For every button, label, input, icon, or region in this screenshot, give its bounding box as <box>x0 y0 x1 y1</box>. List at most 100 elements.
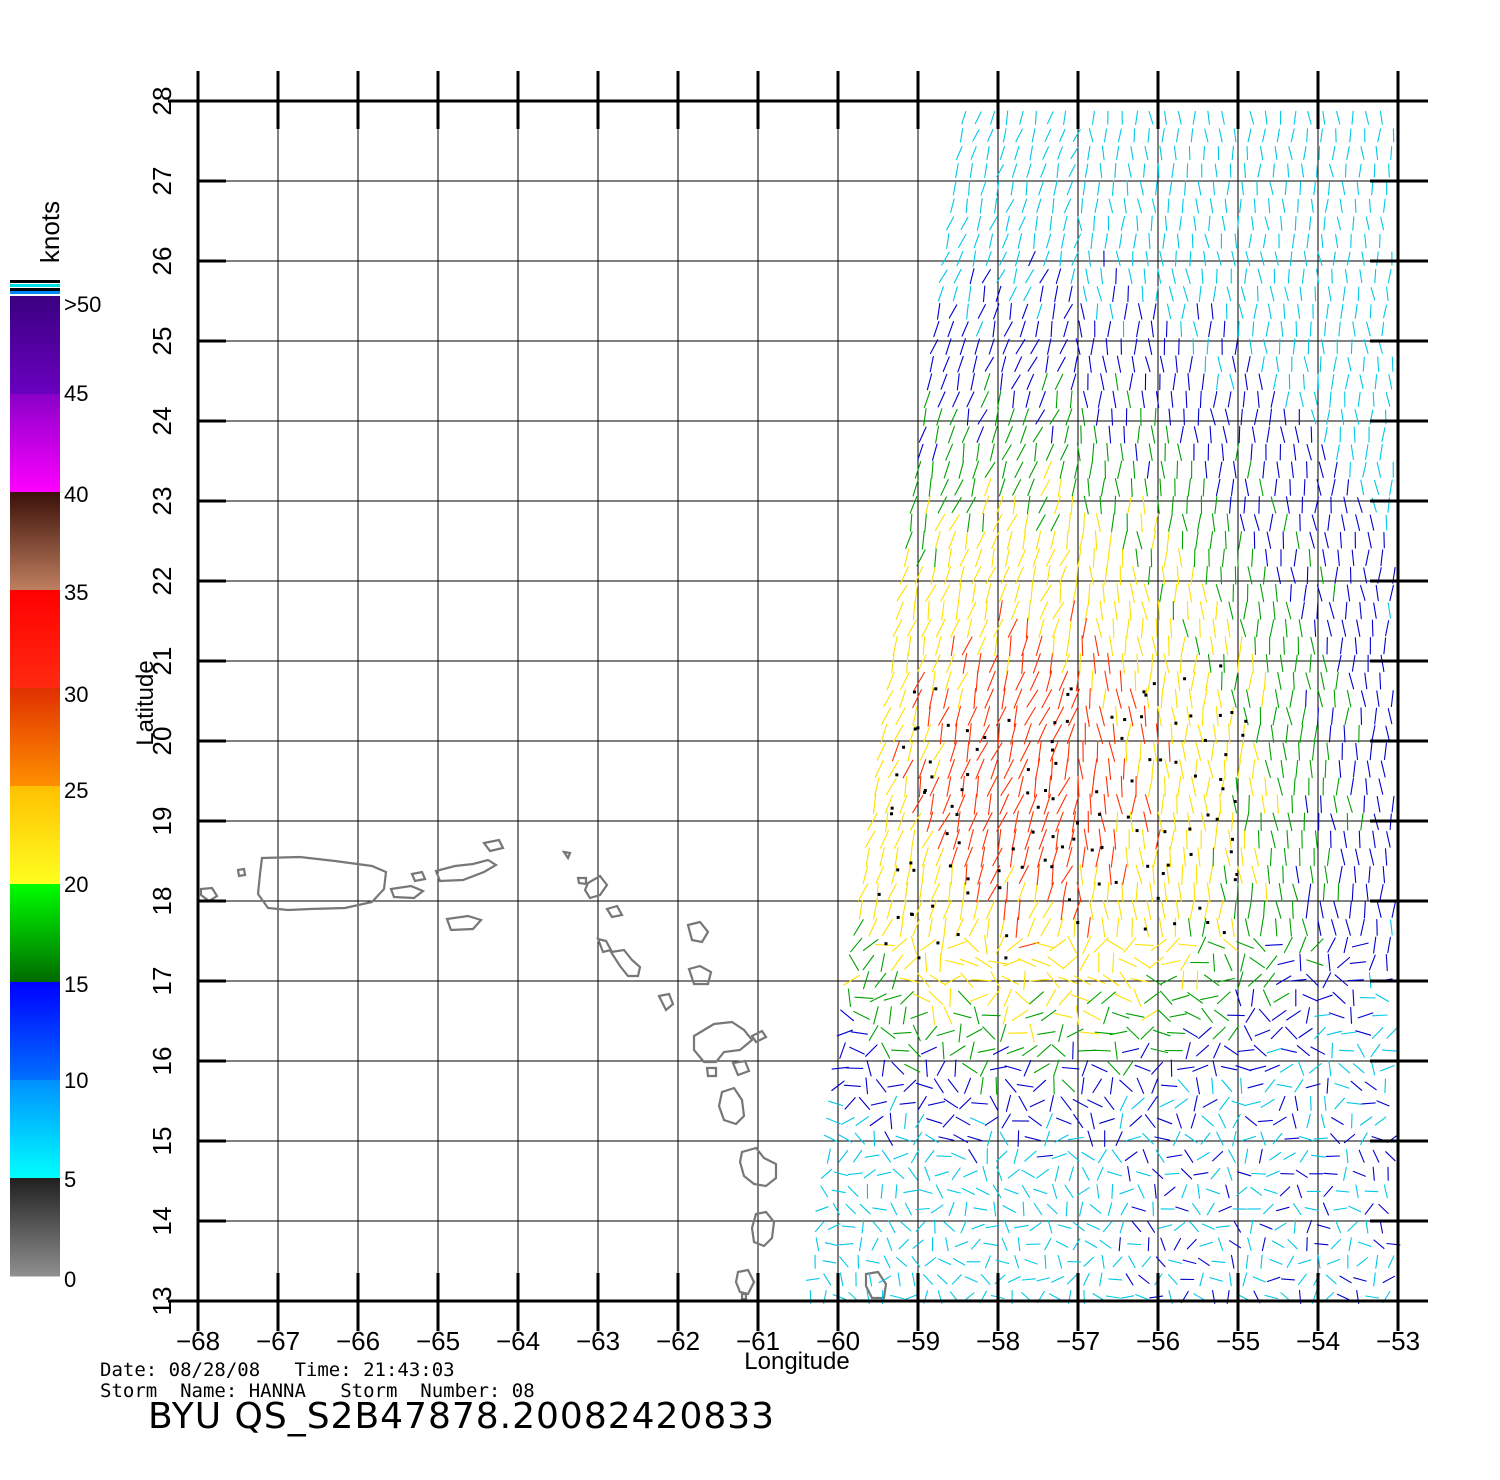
wind-vector <box>1193 1095 1198 1112</box>
island-st-kitts <box>596 937 613 954</box>
legend-band <box>10 394 60 493</box>
wind-vector <box>917 1188 933 1194</box>
legend-band <box>10 1178 60 1277</box>
wind-vector <box>1375 145 1379 161</box>
wind-vector <box>1299 391 1304 408</box>
wind-vector <box>1243 601 1248 620</box>
wind-vector <box>1383 304 1388 319</box>
wind-vector <box>1063 110 1067 125</box>
wind-vector <box>912 795 924 814</box>
wind-vector <box>1145 250 1149 267</box>
wind-vector <box>948 530 956 550</box>
wind-vector <box>1039 269 1049 284</box>
wind-vector <box>924 513 927 533</box>
wind-vector <box>955 146 963 160</box>
wind-vector <box>929 974 947 986</box>
wind-vector <box>1163 653 1170 674</box>
wind-vector <box>1237 321 1240 337</box>
wind-vector <box>1155 723 1159 745</box>
wind-vector <box>1262 128 1266 143</box>
wind-vector <box>1119 1113 1124 1129</box>
wind-vector <box>1073 1113 1084 1129</box>
wind-vector <box>925 1134 939 1144</box>
wind-vector <box>881 918 893 936</box>
wind-vector <box>1032 1079 1047 1092</box>
wind-vector <box>1066 846 1073 868</box>
wind-vector <box>1136 758 1141 780</box>
wind-vector <box>1311 514 1318 531</box>
wind-vector <box>1092 547 1095 568</box>
wind-vector <box>951 497 962 513</box>
wind-vector <box>1037 1031 1056 1035</box>
wind-vector <box>1003 321 1013 337</box>
lat-tick-label: 24 <box>147 407 177 436</box>
wind-vector <box>1120 216 1126 231</box>
wind-vector <box>1344 707 1350 726</box>
wind-vector <box>1118 958 1137 967</box>
wind-vector <box>1072 1221 1085 1232</box>
wind-vector <box>1355 1184 1359 1199</box>
wind-vector <box>1008 740 1014 763</box>
lat-tick-label: 23 <box>147 487 177 516</box>
wind-vector <box>1103 793 1107 815</box>
wind-vector <box>974 111 982 125</box>
wind-vector <box>951 1152 966 1160</box>
wind-vector <box>1011 374 1021 390</box>
wind-vector <box>974 956 993 969</box>
wind-vector <box>939 723 943 745</box>
wind-vector <box>843 1084 861 1087</box>
wind-vector <box>1160 794 1165 815</box>
wind-vector <box>977 636 987 656</box>
rain-flag <box>931 904 935 908</box>
wind-vector <box>1131 355 1136 373</box>
wind-vector <box>1006 1047 1024 1055</box>
wind-vector <box>1096 740 1099 763</box>
wind-vector <box>891 954 904 971</box>
wind-vector <box>936 408 943 426</box>
wind-vector <box>975 1187 990 1196</box>
wind-vector <box>1330 813 1336 831</box>
wind-vector <box>1374 1116 1387 1126</box>
wind-vector <box>1141 390 1145 409</box>
wind-vector <box>1143 583 1150 603</box>
wind-vector <box>960 1219 967 1234</box>
wind-vector <box>904 1202 912 1216</box>
wind-vector <box>1169 1013 1188 1018</box>
wind-vector <box>1320 671 1325 691</box>
legend-cap-stripe <box>10 291 60 294</box>
wind-vector <box>923 408 927 426</box>
wind-vector <box>1096 1166 1104 1181</box>
wind-vector <box>1205 776 1211 797</box>
wind-vector <box>1182 285 1189 302</box>
wind-vector <box>832 1202 840 1216</box>
wind-vector <box>1253 938 1266 952</box>
wind-vector <box>1382 865 1386 884</box>
wind-vector <box>1053 180 1058 196</box>
wind-vector <box>1379 672 1382 690</box>
rain-flag <box>1050 740 1054 744</box>
wind-vector <box>993 618 1004 638</box>
wind-vector <box>1080 198 1084 214</box>
wind-vector <box>1190 565 1195 586</box>
wind-vector <box>1193 1293 1206 1301</box>
wind-vector <box>1212 1026 1226 1040</box>
wind-vector <box>1061 233 1065 249</box>
wind-vector <box>1372 1149 1380 1163</box>
wind-vector <box>1072 793 1080 815</box>
wind-vector <box>1256 285 1259 302</box>
wind-vector <box>962 442 965 462</box>
wind-vector <box>839 1272 844 1287</box>
wind-vector <box>1005 110 1009 126</box>
wind-vector <box>1306 233 1310 249</box>
wind-vector <box>1145 356 1151 373</box>
wind-vector <box>1058 565 1067 585</box>
wind-vector <box>1021 635 1029 657</box>
wind-vector <box>1021 1278 1036 1281</box>
wind-vector <box>1343 725 1346 743</box>
wind-vector <box>1360 1116 1373 1126</box>
wind-vector <box>1025 617 1029 639</box>
wind-vector <box>1095 618 1103 639</box>
wind-vector <box>1089 793 1092 815</box>
rain-flag <box>1076 921 1080 925</box>
wind-vector <box>916 549 926 567</box>
